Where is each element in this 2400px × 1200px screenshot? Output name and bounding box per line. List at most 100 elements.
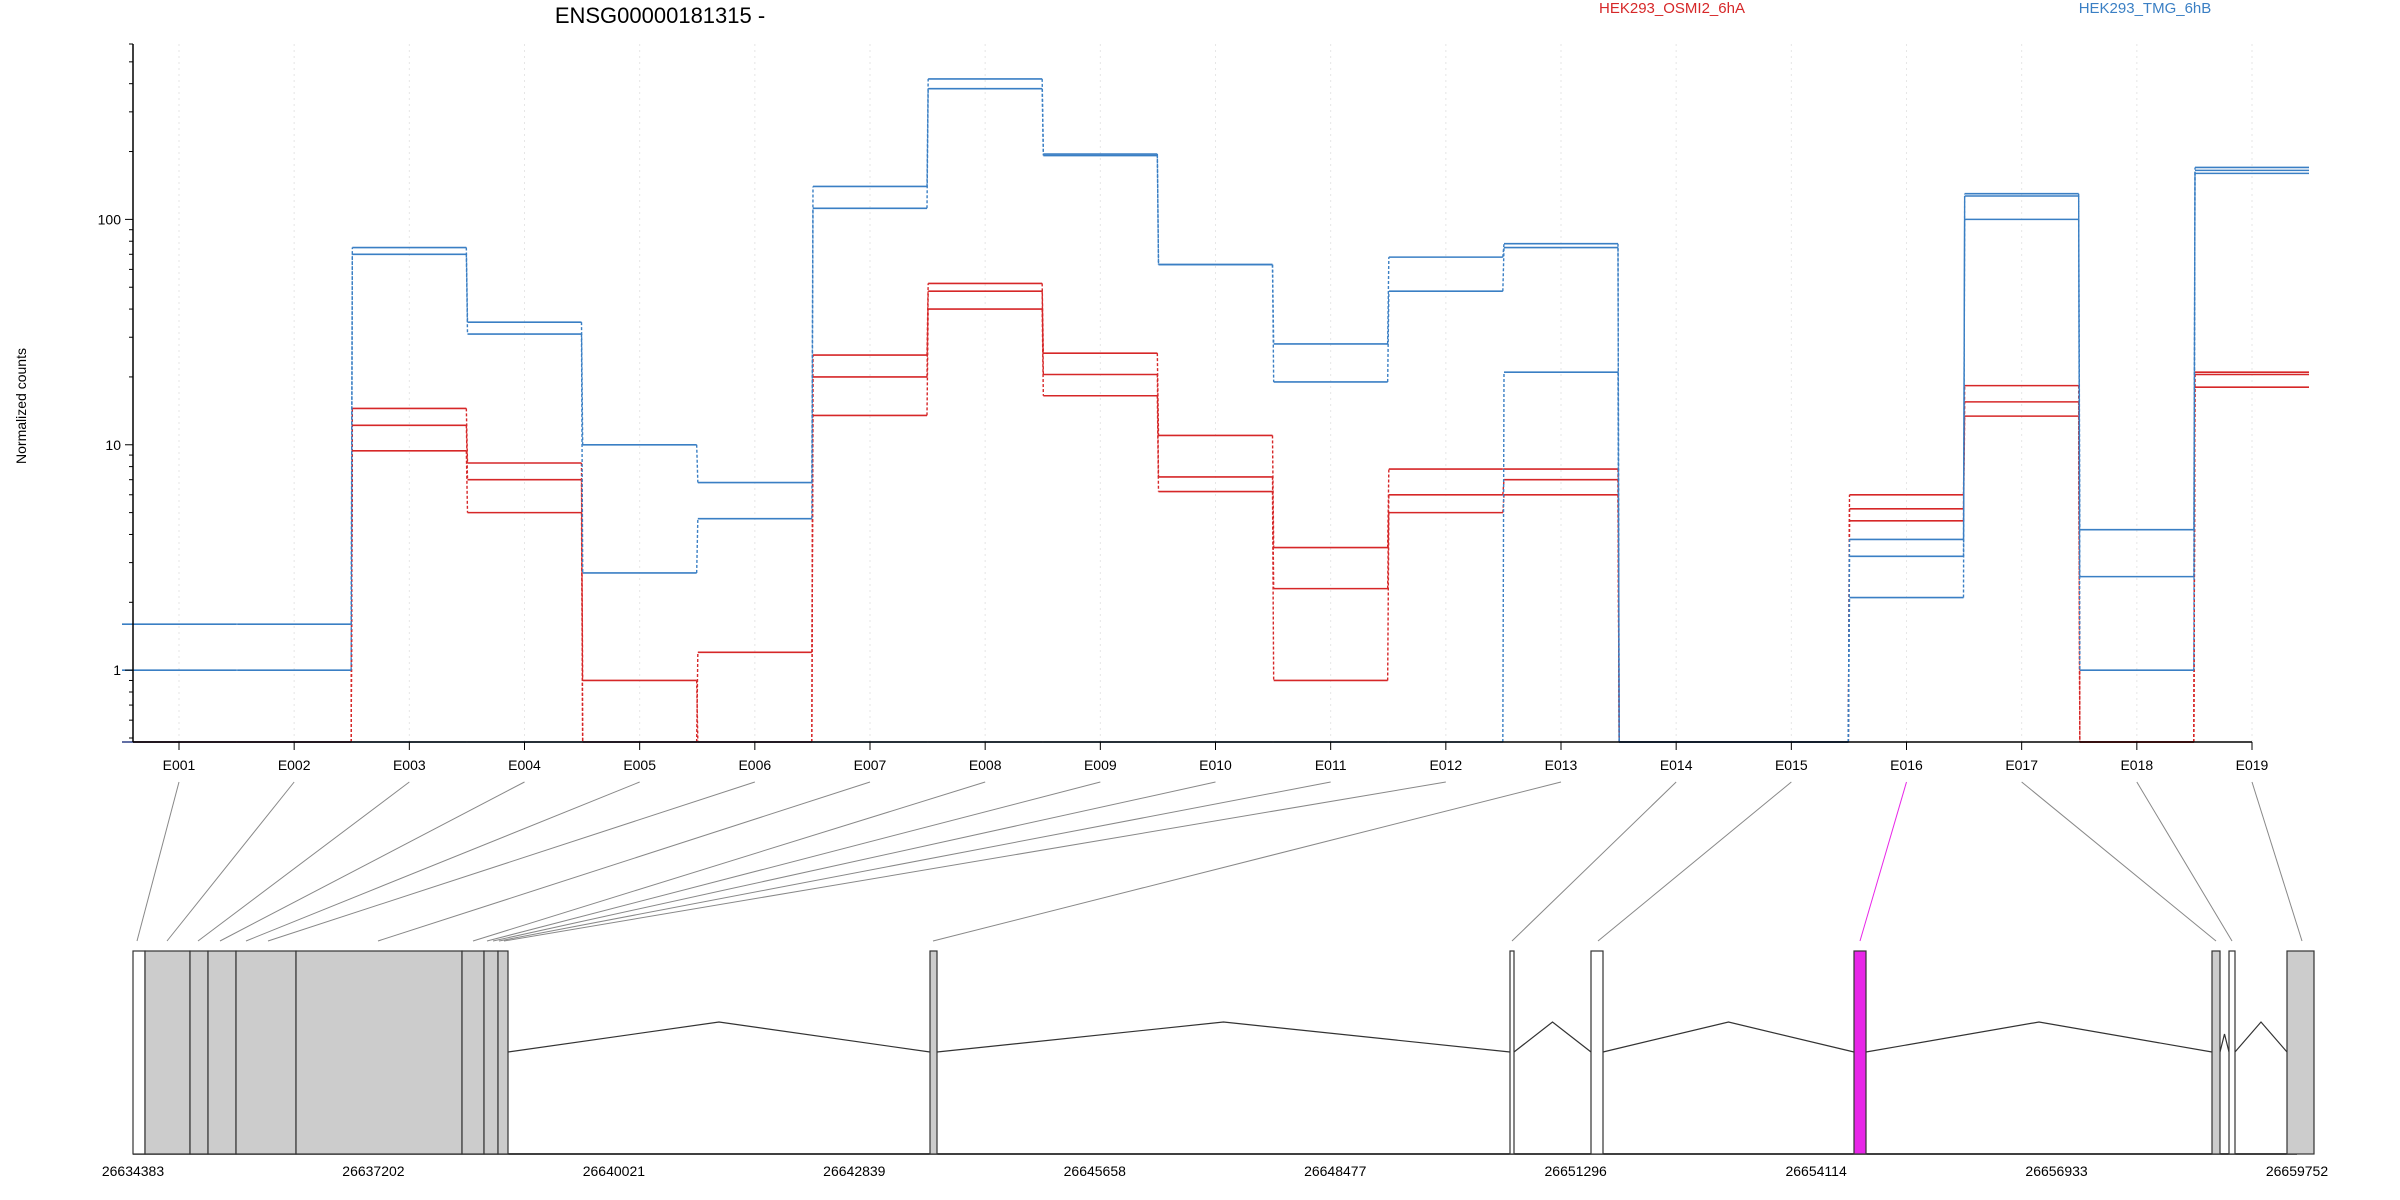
series-3-connector	[1041, 309, 1045, 396]
series-5-connector	[350, 254, 354, 671]
gene-coordinate-label: 26634383	[102, 1163, 165, 1179]
exon-connector	[2251, 781, 2303, 942]
x-tick-label: E013	[1545, 757, 1578, 773]
exon-connector	[503, 781, 1446, 942]
x-tick-label: E007	[854, 757, 887, 773]
intron-line	[1865, 1021, 2213, 1053]
gridlines	[178, 44, 2253, 742]
series-3-connector	[1386, 512, 1390, 681]
series-4-connector	[926, 78, 929, 187]
gene-coordinate-label: 26648477	[1304, 1163, 1367, 1179]
exon-connector	[498, 781, 1331, 942]
series-6-connector	[1962, 195, 1966, 598]
intron-line	[1513, 1021, 1592, 1053]
series-5-connector	[1271, 264, 1275, 382]
gene-coordinate-label: 26659752	[2266, 1163, 2329, 1179]
x-tick-label: E016	[1890, 757, 1923, 773]
exon-connectors	[136, 781, 2303, 942]
gene-coordinate-label: 26656933	[2025, 1163, 2088, 1179]
x-tick-label: E002	[278, 757, 311, 773]
exon-connector	[486, 781, 1101, 942]
series-4-connector	[350, 247, 354, 625]
intron-line	[936, 1021, 1511, 1053]
gene-model-track: 26634383 26637202 26640021 26642839 26645658…	[102, 950, 2329, 1179]
exon-block	[929, 950, 938, 1155]
exon-connector	[472, 781, 986, 942]
series-3-connector	[811, 415, 814, 653]
exon-connector	[166, 781, 295, 942]
exon-connector	[136, 781, 180, 942]
exon-block	[132, 950, 146, 1155]
series-4-connector	[695, 444, 699, 483]
series-1-connector	[1386, 469, 1390, 548]
exon-block	[2228, 950, 2236, 1155]
series-6-connector	[2077, 195, 2081, 671]
y-tick-label: 1	[113, 662, 121, 678]
exon-connector	[219, 781, 525, 942]
x-tick-label: E003	[393, 757, 426, 773]
exon-block	[461, 950, 485, 1155]
exon-block	[295, 950, 463, 1155]
exon-block	[144, 950, 191, 1155]
legend-item-tmg: HEK293_TMG_6hB	[2079, 0, 2212, 17]
chart-title: ENSG00000181315 -	[555, 3, 765, 28]
series-3-connector	[1271, 491, 1275, 681]
series-1-connector	[1156, 353, 1160, 436]
exon-connector	[267, 781, 755, 942]
gene-coordinate-label: 26640021	[583, 1163, 646, 1179]
exon-block	[2286, 950, 2315, 1155]
gene-coordinate-label: 26642839	[823, 1163, 886, 1179]
exon-block	[497, 950, 509, 1155]
series-3-connector	[465, 450, 469, 513]
exon-connector	[245, 781, 640, 942]
exon-connector	[1859, 781, 1907, 942]
x-tick-label: E015	[1775, 757, 1808, 773]
x-tick-label: E017	[2005, 757, 2038, 773]
x-tick-label: E010	[1199, 757, 1232, 773]
exon-connector	[1597, 781, 1792, 942]
exon-block	[1590, 950, 1604, 1155]
y-axis-label: Normalized counts	[13, 348, 29, 464]
exon-connector	[1511, 781, 1677, 942]
exon-block	[207, 950, 237, 1155]
x-tick-label: E019	[2236, 757, 2269, 773]
series-5-connector	[1502, 247, 1505, 292]
gene-coordinate-label: 26645658	[1064, 1163, 1127, 1179]
exon-connector	[2136, 781, 2233, 942]
series-6-connector	[2193, 170, 2196, 671]
intron-line	[2234, 1021, 2288, 1053]
gene-coordinate-label: 26637202	[342, 1163, 405, 1179]
series-5-connector	[1386, 291, 1390, 382]
series-3-connector	[926, 309, 929, 416]
exon-connector	[377, 781, 871, 942]
series-5	[122, 87, 2309, 743]
series-2-connector	[1156, 374, 1160, 477]
series-2-connector	[1041, 291, 1045, 375]
series-6-connector	[1847, 597, 1851, 743]
x-tick-label: E008	[969, 757, 1002, 773]
exon-connector	[197, 781, 410, 942]
series-5-connector	[1156, 155, 1160, 265]
exon-block	[1509, 950, 1515, 1155]
exon-block	[235, 950, 297, 1155]
legend-item-osmi2: HEK293_OSMI2_6hA	[1599, 0, 1745, 17]
gene-coordinate-label: 26651296	[1545, 1163, 1608, 1179]
x-tick-label: E014	[1660, 757, 1693, 773]
intron-line	[1602, 1021, 1855, 1053]
series-6-connector	[1617, 372, 1620, 743]
x-tick-label: E009	[1084, 757, 1117, 773]
exon-connector	[492, 781, 1216, 942]
intron-line	[2219, 1033, 2230, 1053]
exon-block	[1853, 950, 1867, 1155]
exon-block	[483, 950, 499, 1155]
series-5-connector	[1041, 88, 1045, 156]
x-tick-label: E006	[738, 757, 771, 773]
x-tick-label: E018	[2120, 757, 2153, 773]
series-5-connector	[811, 208, 814, 519]
series-6-connector	[1502, 372, 1505, 743]
y-tick-label: 100	[98, 211, 122, 227]
axes: 1 10 100 E001 E002 E003 E004 E005 E006 E007 E008 E0…	[98, 43, 2269, 773]
y-tick-label: 10	[105, 437, 121, 453]
intron-line	[507, 1021, 931, 1053]
